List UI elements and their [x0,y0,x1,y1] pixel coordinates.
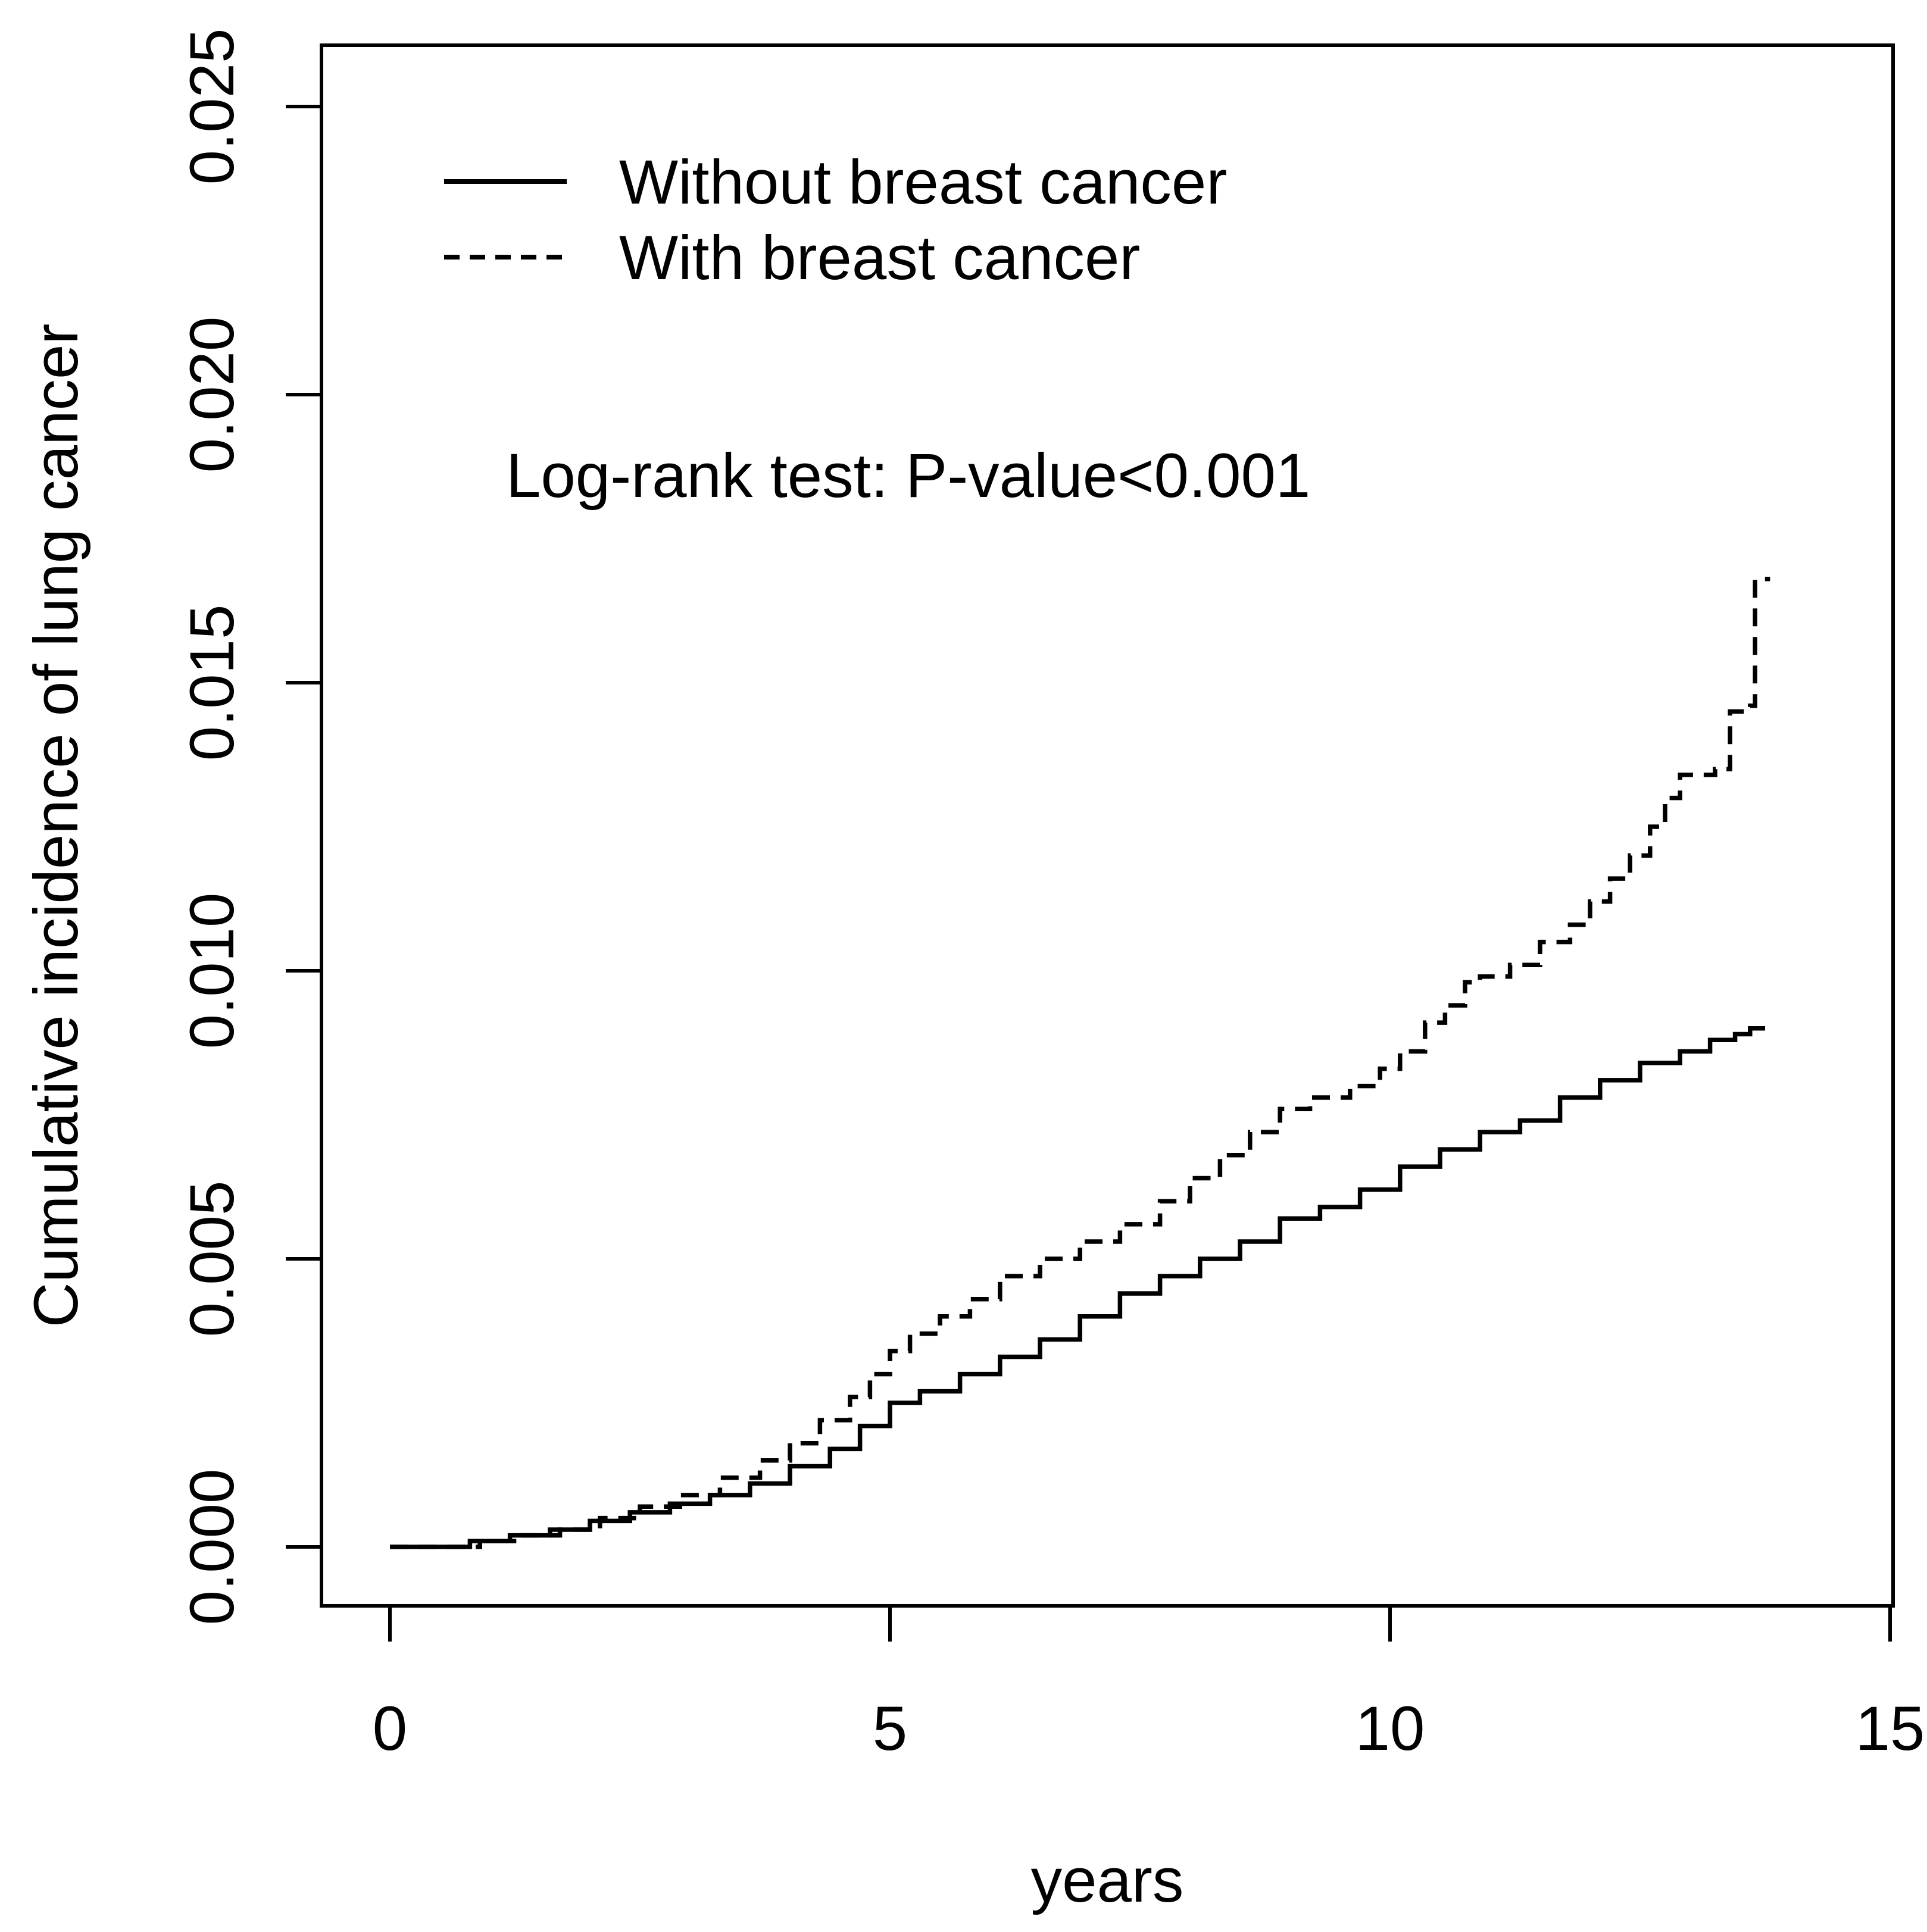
x-tick-label: 10 [1356,1694,1425,1764]
series-with-breast-cancer [390,577,1770,1549]
logrank-annotation: Log-rank test: P-value<0.001 [506,441,1310,511]
y-tick-label: 0.015 [177,605,247,761]
y-tick-label: 0.010 [177,893,247,1049]
legend-label: Without breast cancer [619,148,1227,217]
y-tick-label: 0.025 [177,29,247,185]
x-tick-label: 15 [1856,1694,1925,1764]
x-axis-title: years [1031,1846,1184,1915]
y-tick-label: 0.020 [177,317,247,473]
x-tick-label: 5 [873,1694,907,1764]
legend-label: With breast cancer [619,223,1140,293]
x-tick-label: 0 [373,1694,407,1764]
y-axis-title: Cumulative incidence of lung cancer [21,324,91,1328]
y-tick-label: 0.005 [177,1181,247,1337]
series-without-breast-cancer [390,1026,1765,1549]
y-tick-label: 0.000 [177,1469,247,1625]
plot-box [320,43,1895,1608]
